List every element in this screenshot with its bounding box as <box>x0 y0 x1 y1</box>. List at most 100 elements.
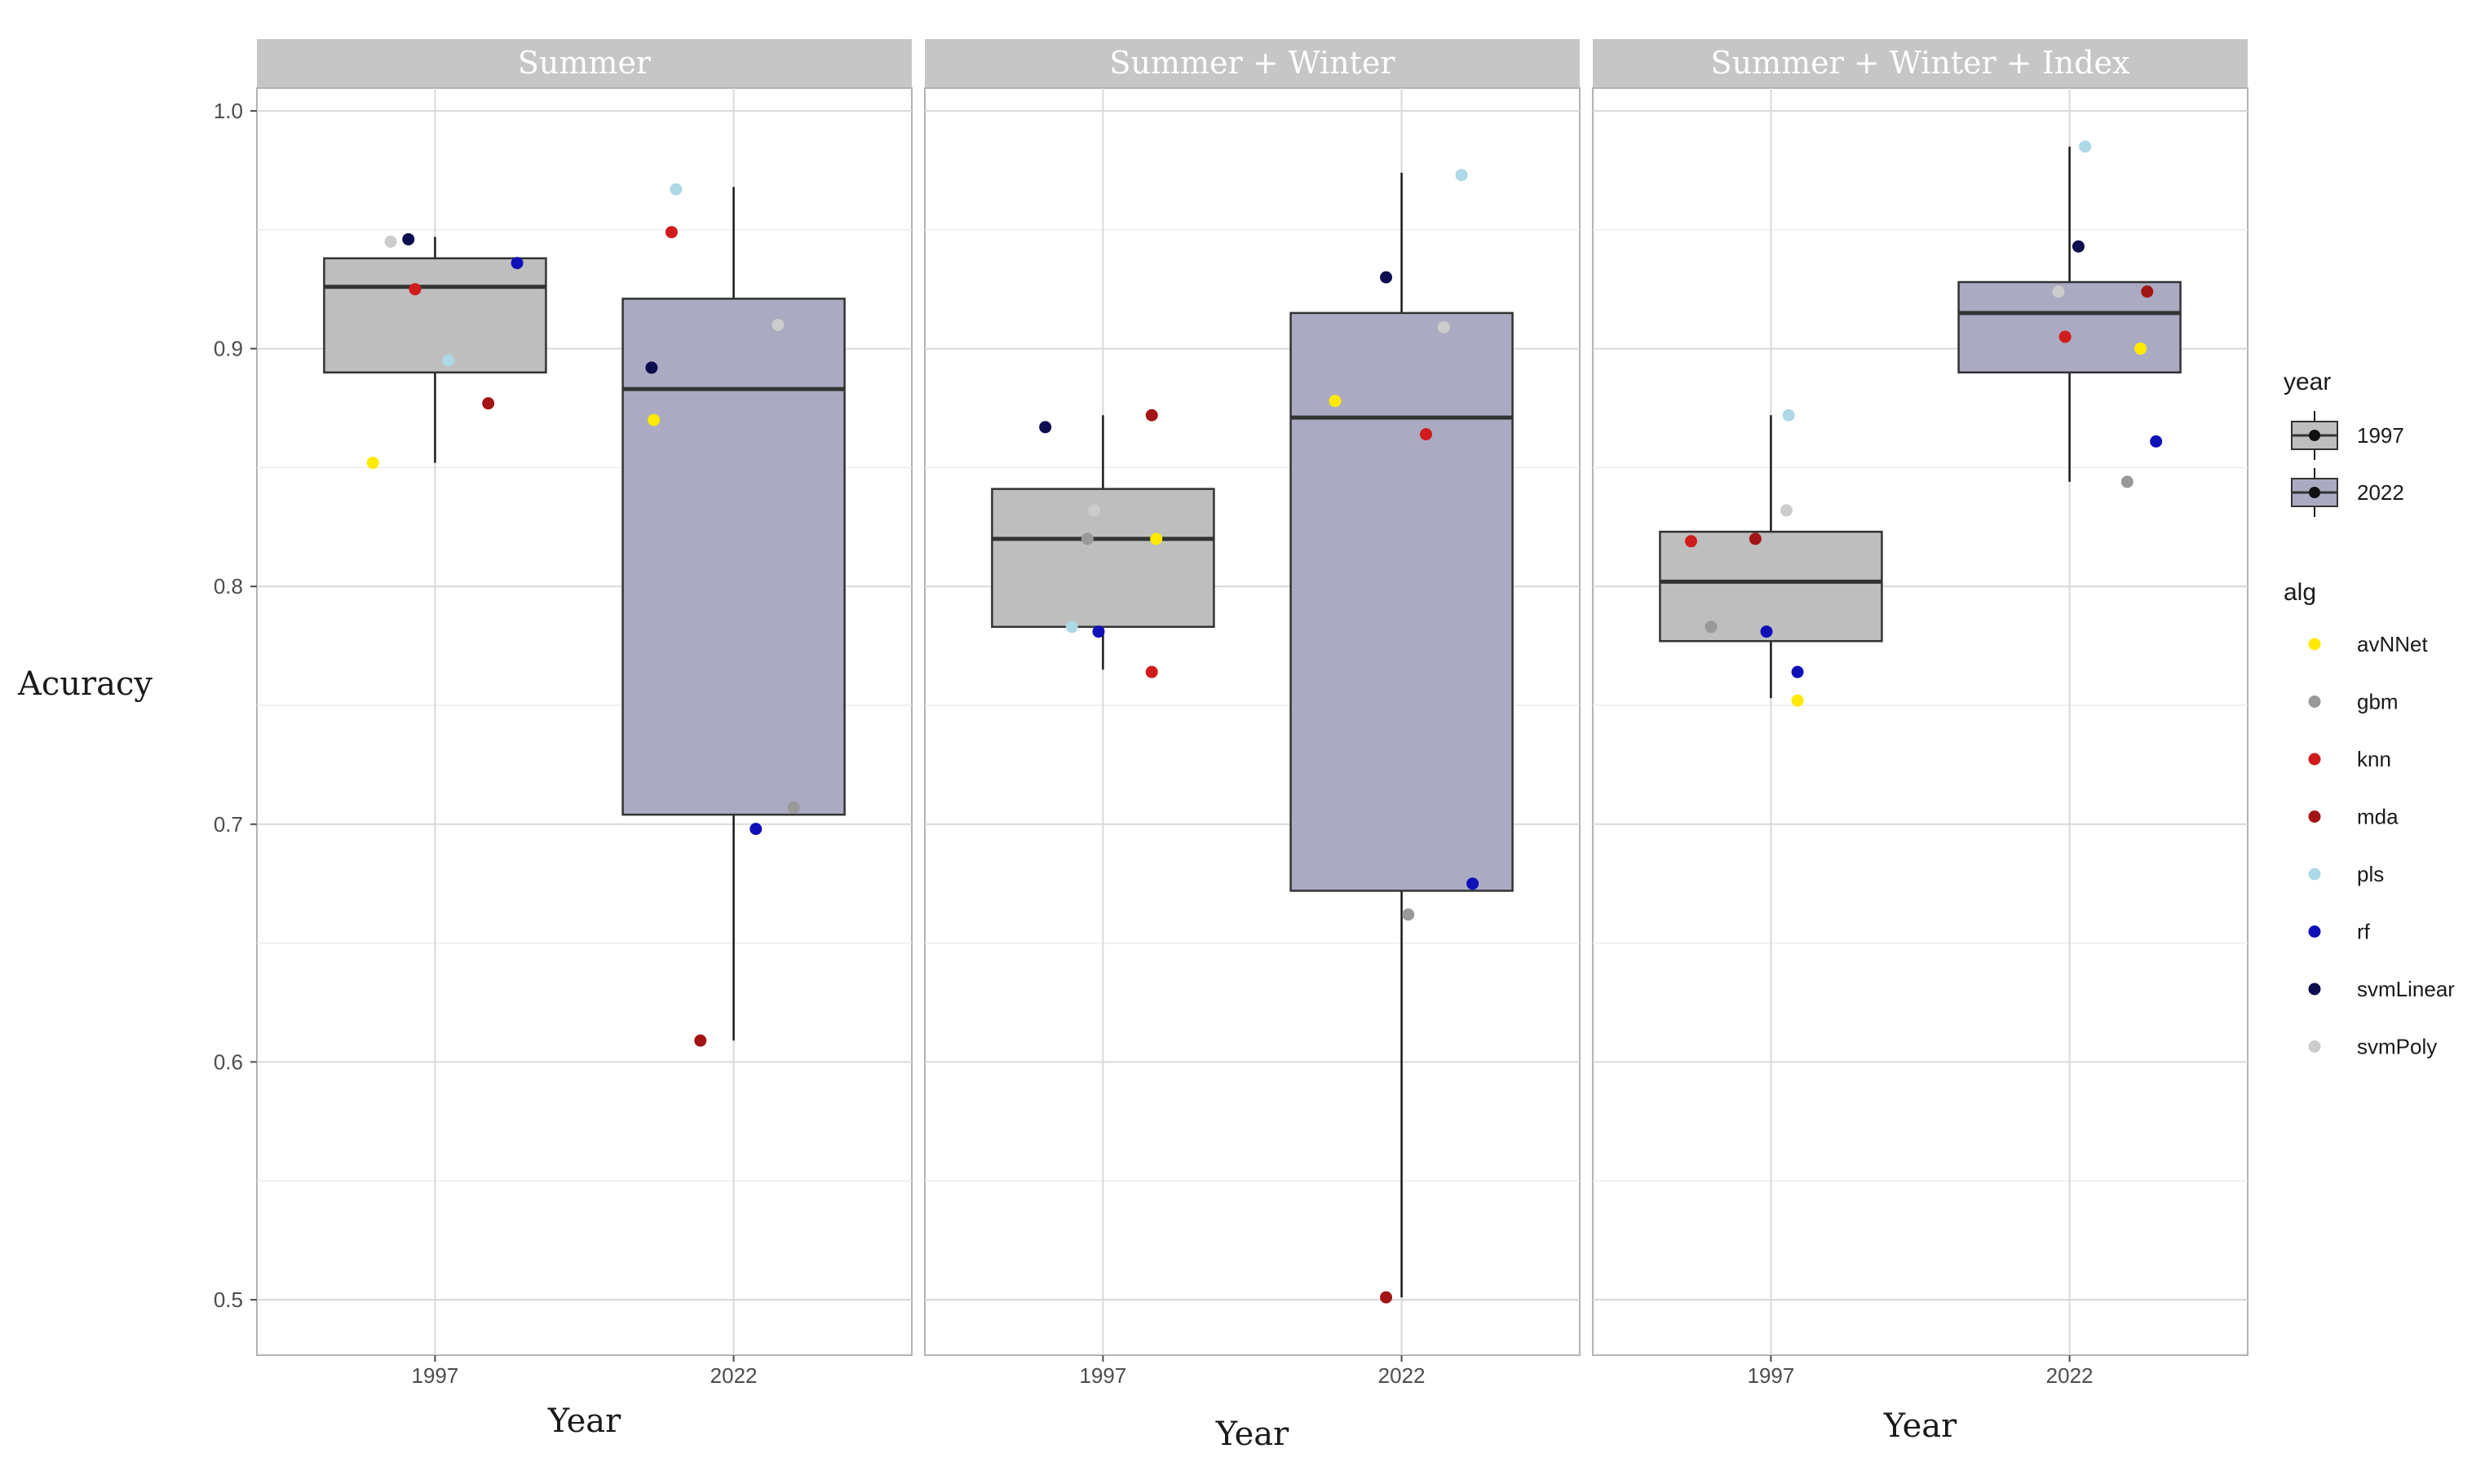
point-mda <box>1145 409 1158 422</box>
point-rf <box>749 823 763 836</box>
legend-label: gbm <box>2357 690 2399 714</box>
strip-title: Summer + Winter + Index <box>1711 45 2130 81</box>
x-axis-title: Year <box>1883 1407 1957 1445</box>
box-2022 <box>1289 172 1514 1298</box>
y-tick-label: 0.8 <box>214 574 243 598</box>
point-avnnet <box>1150 532 1163 545</box>
point-pls <box>2079 140 2092 153</box>
y-tick-label: 1.0 <box>214 99 243 123</box>
data-points <box>366 183 800 1047</box>
point-pls <box>1782 409 1795 422</box>
point-pls <box>670 183 683 196</box>
point-rf <box>1760 625 1773 638</box>
facet-panels: Summer 1997 2022 Year Summer + Winter 1997 202… <box>256 39 2248 1453</box>
legend-label: mda <box>2357 805 2399 829</box>
point-rf <box>1466 877 1479 890</box>
point-svmlinear <box>2072 240 2085 253</box>
legend-alg: alg avNNet gbm knn mda pls rf svmLinear svmPoly <box>2284 579 2455 1059</box>
point-gbm <box>2120 475 2133 488</box>
point-avnnet <box>1791 694 1804 707</box>
gridlines <box>257 88 912 1355</box>
point-gbm <box>1705 621 1718 634</box>
x-tick-label: 1997 <box>1079 1363 1126 1388</box>
y-tick-label: 0.6 <box>214 1049 243 1074</box>
legend-swatch-gbm <box>2308 696 2321 708</box>
legend-swatch-knn <box>2308 753 2321 766</box>
point-knn <box>1420 428 1433 441</box>
point-svmpoly <box>1437 320 1450 333</box>
facet-summer-winter-index: Summer + Winter + Index 1997 2022 Year <box>1592 39 2248 1445</box>
point-svmpoly <box>772 318 785 331</box>
point-pls <box>1455 169 1468 182</box>
y-axis: 0.5 0.6 0.7 0.8 0.9 1.0 <box>214 99 257 1312</box>
box-2022 <box>1957 146 2182 482</box>
point-mda <box>1749 532 1762 545</box>
legend-year-title: year <box>2284 369 2331 395</box>
legend-label: pls <box>2357 862 2384 886</box>
box-1997 <box>1659 415 1883 699</box>
point-mda <box>1380 1291 1393 1304</box>
box-1997 <box>991 415 1215 670</box>
panel-background <box>1592 87 2248 1356</box>
point-mda <box>2141 285 2154 298</box>
point-rf <box>1791 665 1804 678</box>
point-mda <box>482 397 495 410</box>
strip-header <box>1593 39 2248 88</box>
legend-swatch-mda <box>2308 810 2321 823</box>
x-tick-label: 2022 <box>710 1363 758 1388</box>
x-tick-label: 2022 <box>2046 1363 2094 1388</box>
data-points <box>1684 140 2163 707</box>
x-tick-label: 1997 <box>1747 1363 1794 1388</box>
legend-swatch-svmpoly <box>2308 1040 2321 1053</box>
y-tick-label: 0.5 <box>214 1287 243 1312</box>
point-rf <box>511 257 524 270</box>
x-tick-label: 2022 <box>1378 1363 1426 1388</box>
box-iqr <box>991 488 1215 629</box>
box-iqr <box>323 257 547 374</box>
point-svmpoly <box>2052 285 2065 298</box>
point-knn <box>409 283 422 296</box>
legend-label: avNNet <box>2357 632 2428 656</box>
x-axis-title: Year <box>1215 1416 1289 1453</box>
legend-label: rf <box>2357 920 2371 944</box>
point-gbm <box>1402 908 1415 921</box>
legend-label: knn <box>2357 747 2391 771</box>
legend-label: svmLinear <box>2357 977 2455 1001</box>
point-avnnet <box>366 457 379 470</box>
legend-alg-title: alg <box>2284 579 2316 606</box>
legend-key-dot <box>2309 430 2320 441</box>
point-pls <box>1065 621 1078 634</box>
point-knn <box>1684 535 1697 548</box>
box-iqr <box>621 298 846 816</box>
legend-swatch-svmlinear <box>2308 983 2321 996</box>
point-svmpoly <box>384 235 397 248</box>
point-pls <box>442 354 455 367</box>
point-svmlinear <box>1039 421 1052 434</box>
legend-key-dot <box>2309 487 2320 498</box>
legend-label: 1997 <box>2357 423 2404 448</box>
facet-summer: Summer 1997 2022 Year <box>256 39 913 1440</box>
point-mda <box>694 1034 707 1047</box>
point-knn <box>2058 330 2072 343</box>
legend-key-1997 <box>2291 411 2338 460</box>
point-svmlinear <box>402 232 415 245</box>
legend-swatch-pls <box>2308 868 2321 881</box>
facet-summer-winter: Summer + Winter 1997 2022 Year <box>924 39 1581 1453</box>
point-knn <box>665 226 678 239</box>
x-axis-title: Year <box>547 1402 621 1440</box>
point-avnnet <box>648 413 661 426</box>
strip-header <box>925 39 1580 88</box>
legend-label: 2022 <box>2357 480 2404 505</box>
point-svmlinear <box>1380 271 1393 284</box>
point-rf <box>2150 435 2163 448</box>
point-svmlinear <box>645 361 658 374</box>
data-points <box>1039 169 1479 1304</box>
point-svmpoly <box>1780 504 1793 517</box>
box-iqr <box>1659 530 1883 643</box>
legend-label: svmPoly <box>2357 1035 2437 1059</box>
strip-title: Summer + Winter <box>1109 45 1395 81</box>
point-knn <box>1145 665 1158 678</box>
box-iqr <box>1289 311 1514 892</box>
point-gbm <box>1081 532 1094 545</box>
